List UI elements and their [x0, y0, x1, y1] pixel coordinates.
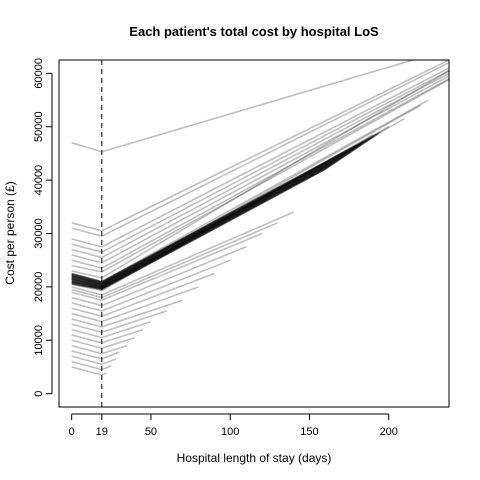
x-tick-label-200: 200 [380, 426, 398, 438]
y-axis: 0 10000 20000 30000 40000 50000 60000 [33, 58, 53, 397]
y-tick-label-40000: 40000 [33, 165, 45, 196]
patient-line-bundle-1-32 [71, 139, 370, 285]
x-axis: 0 19 50 100 150 200 [69, 413, 398, 438]
patient-line-15 [71, 134, 374, 292]
patient-line-14 [71, 126, 390, 290]
patient-line-bundle-1-27 [71, 143, 363, 286]
patient-line-25 [71, 320, 152, 339]
patient-line-bundle-1-34 [71, 137, 373, 284]
patient-line-bundle-1-30 [71, 140, 367, 285]
patient-line-20 [71, 259, 231, 312]
x-tick-label-0: 0 [69, 426, 75, 438]
patient-line-bundle-1-31 [71, 139, 369, 285]
patient-line-11 [71, 99, 429, 283]
chart-title: Each patient's total cost by hospital Lo… [129, 24, 379, 39]
patient-line-4 [71, 67, 449, 248]
y-tick-label-20000: 20000 [33, 272, 45, 303]
patient-line-bundle-1-26 [71, 144, 362, 286]
patient-line-32 [71, 366, 107, 376]
y-tick-label-0: 0 [33, 391, 45, 397]
patient-line-bundle-1-25 [71, 145, 360, 286]
patient-line-bundle-1-38 [71, 133, 379, 283]
y-tick-label-30000: 30000 [33, 218, 45, 249]
patient-line-18 [71, 232, 263, 302]
patient-line-28 [71, 344, 128, 355]
patient-line-bundle-1-28 [71, 142, 365, 285]
x-tick-label-150: 150 [300, 426, 318, 438]
patient-line-3 [71, 61, 449, 238]
patient-line-12 [71, 104, 421, 286]
y-tick-label-50000: 50000 [33, 111, 45, 142]
patient-line-bundle-1-35 [71, 136, 375, 284]
patient-line-bundle-1-29 [71, 141, 366, 285]
patient-line-2 [71, 60, 449, 232]
patient-line-bundle-1-33 [71, 138, 372, 284]
y-tick-label-10000: 10000 [33, 325, 45, 356]
x-axis-label: Hospital length of stay (days) [177, 451, 332, 465]
patient-line-bundle-1-24 [71, 146, 359, 286]
patient-line-6 [71, 72, 449, 259]
plot-area [71, 60, 449, 407]
plot-frame [58, 59, 450, 408]
x-tick-label-19: 19 [96, 426, 108, 438]
x-tick-label-50: 50 [145, 426, 157, 438]
y-axis-label: Cost per person (£) [3, 181, 17, 284]
patient-line-bundle-1-36 [71, 135, 376, 284]
patient-line-bundle-1-39 [71, 132, 380, 283]
y-tick-label-60000: 60000 [33, 58, 45, 89]
patient-line-30 [71, 355, 117, 366]
patient-line-bundle-1-40 [71, 131, 382, 283]
patient-line-23 [71, 299, 183, 328]
x-tick-label-100: 100 [221, 426, 239, 438]
patient-line-bundle-1-37 [71, 134, 377, 284]
